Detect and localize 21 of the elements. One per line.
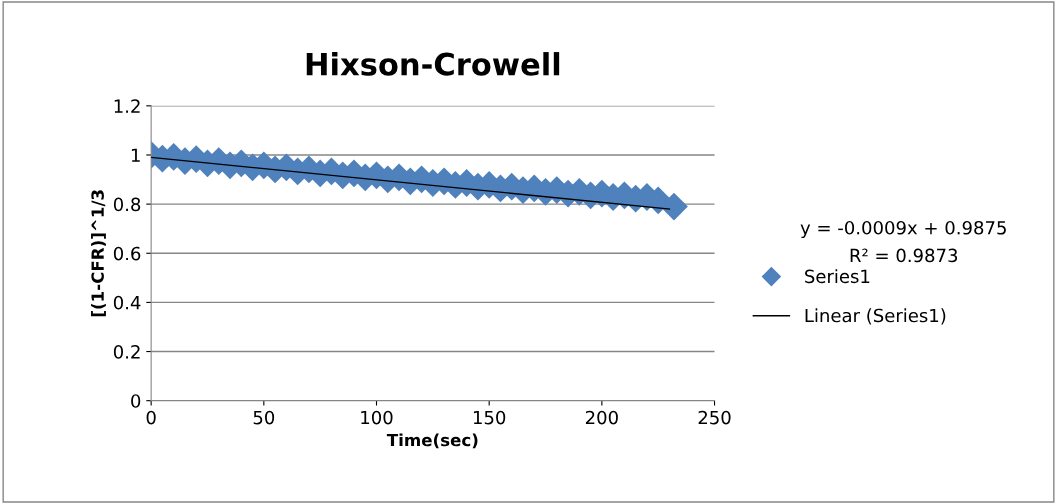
x-tick-label: 200 (585, 410, 618, 425)
y-tick-label: 0.2 (113, 345, 140, 359)
x-axis-title: Time(sec) (386, 433, 478, 449)
y-tick-label: 1 (131, 148, 140, 162)
x-tick-label: 0 (146, 410, 156, 425)
y-axis-title: [(1-CFR)]^1/3 (91, 190, 106, 317)
text: R² = 0.9873 (850, 248, 958, 263)
y-tick-label: 1.2 (114, 99, 140, 113)
y-tick-label: 0.8 (113, 197, 141, 212)
x-tick-label: 250 (698, 410, 731, 425)
text: y = -0.0009x + 0.9875 (800, 220, 1006, 239)
chart-title: Hixson-Crowell (306, 52, 560, 76)
y-tick-label: 0.6 (113, 246, 141, 261)
x-tick-label: 50 (253, 410, 275, 425)
point (660, 192, 688, 221)
legend-label: Linear (Series1) (805, 308, 946, 325)
legend-label: Series1 (805, 269, 870, 284)
y-tick-label: 0 (131, 394, 141, 408)
x-tick-label: 150 (473, 410, 506, 425)
x-tick-label: 100 (361, 410, 393, 425)
y-tick-label: 0.4 (113, 295, 141, 310)
